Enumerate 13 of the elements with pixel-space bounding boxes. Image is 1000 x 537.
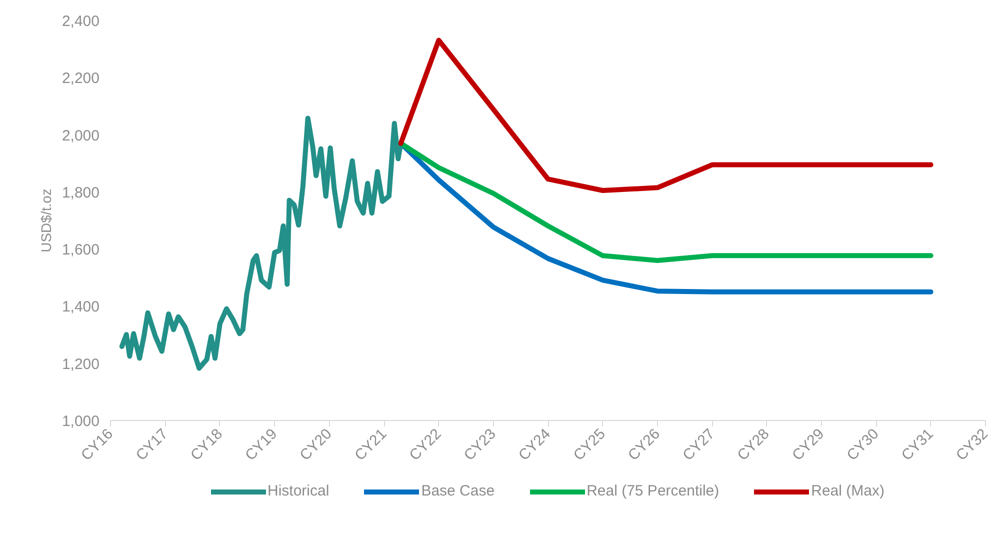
y-axis-title: USD$/t.oz (38, 188, 54, 252)
legend-label: Historical (268, 482, 330, 500)
y-tick-label: 1,000 (62, 413, 100, 430)
y-tick-label: 2,000 (62, 127, 100, 144)
legend-label: Real (Max) (811, 482, 884, 500)
y-tick-label: 2,200 (62, 70, 100, 88)
y-tick-label: 1,600 (62, 242, 100, 259)
y-tick-label: 1,400 (62, 298, 100, 316)
legend-label: Real (75 Percentile) (586, 482, 720, 500)
legend-label: Base Case (421, 482, 495, 500)
y-tick-label: 2,400 (62, 13, 100, 30)
y-tick-label: 1,200 (62, 356, 100, 373)
y-tick-label: 1,800 (62, 184, 100, 202)
